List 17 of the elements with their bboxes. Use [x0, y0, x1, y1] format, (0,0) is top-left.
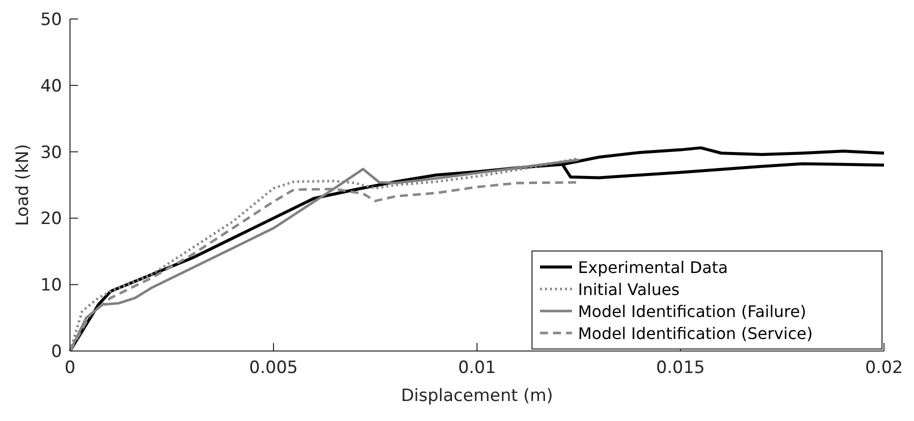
legend-label: Initial Values: [578, 280, 680, 299]
y-tick-label: 40: [40, 76, 62, 96]
y-tick-label: 30: [40, 142, 62, 163]
x-tick-label: 0.005: [249, 358, 298, 378]
y-tick-label: 0: [51, 342, 62, 362]
legend-label: Model Identification (Service): [578, 324, 813, 343]
y-axis-title: Load (kN): [13, 144, 33, 226]
y-tick-label: 10: [40, 276, 62, 296]
x-tick-label: 0: [64, 358, 76, 378]
y-tick-label: 20: [40, 209, 62, 230]
legend-label: Experimental Data: [578, 258, 728, 277]
x-axis-title: Displacement (m): [400, 386, 554, 406]
legend-label: Model Identification (Failure): [578, 302, 806, 321]
x-tick-label: 0.02: [865, 358, 903, 378]
x-tick-label: 0.01: [458, 358, 496, 378]
y-tick-label: 50: [40, 10, 62, 30]
x-tick-label: 0.015: [656, 358, 705, 378]
